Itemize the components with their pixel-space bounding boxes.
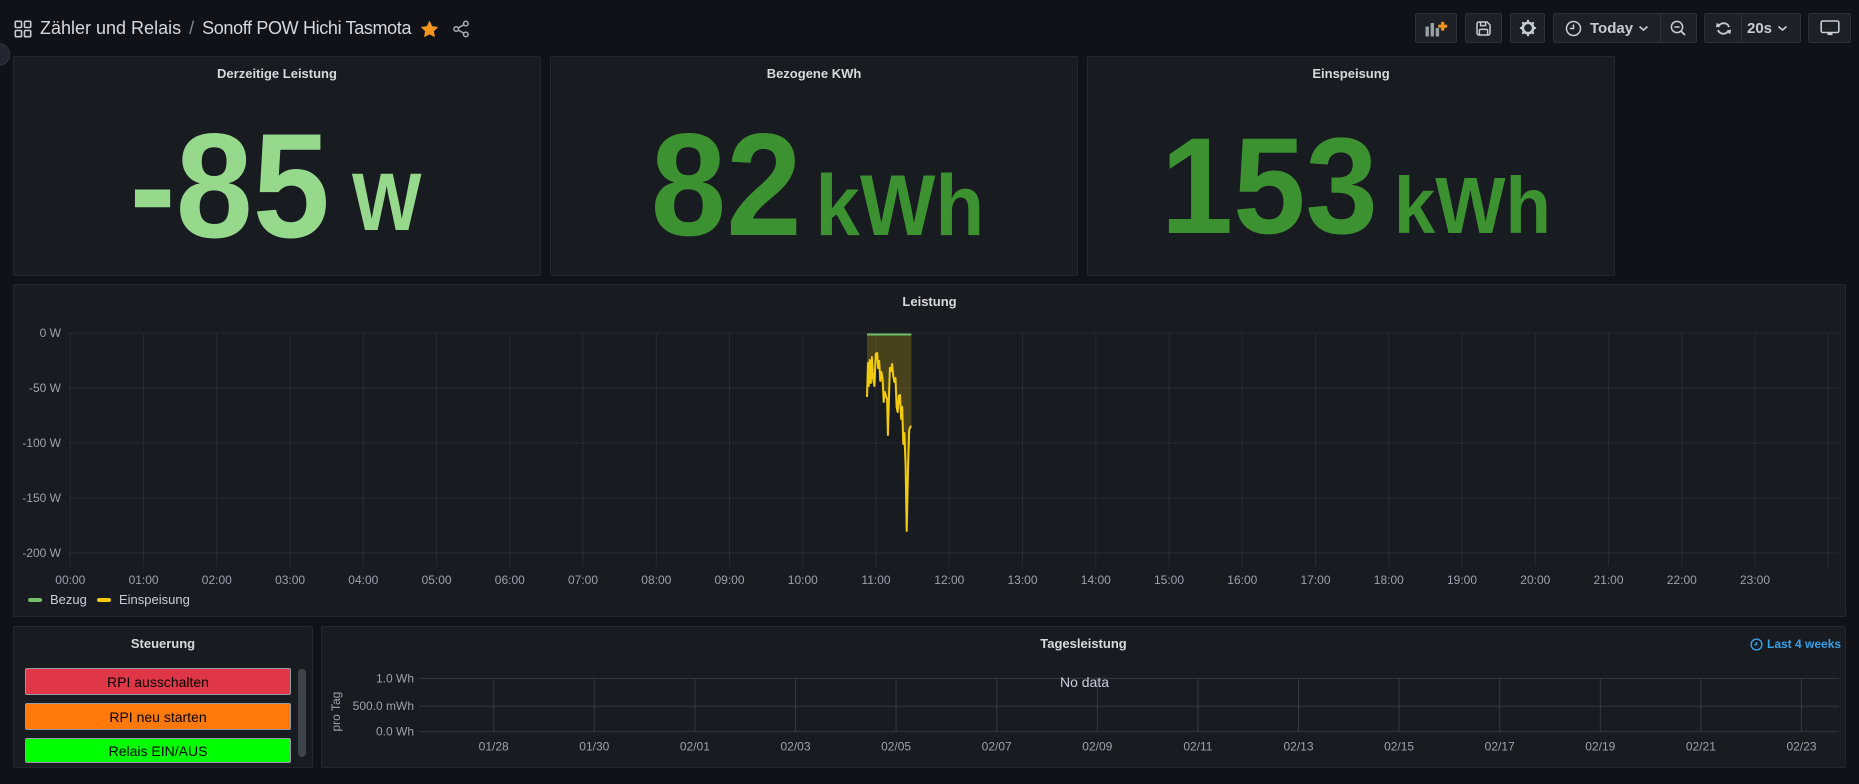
svg-text:0.0 Wh: 0.0 Wh (376, 725, 414, 739)
svg-text:10:00: 10:00 (788, 573, 818, 587)
svg-text:02/11: 02/11 (1183, 740, 1212, 754)
svg-text:-50 W: -50 W (29, 381, 62, 395)
svg-text:03:00: 03:00 (275, 573, 305, 587)
svg-text:02/05: 02/05 (881, 740, 911, 754)
svg-text:23:00: 23:00 (1740, 573, 1770, 587)
svg-text:20:00: 20:00 (1520, 573, 1550, 587)
svg-text:1.0 Wh: 1.0 Wh (376, 671, 414, 685)
svg-text:02/17: 02/17 (1485, 740, 1515, 754)
svg-text:08:00: 08:00 (641, 573, 671, 587)
svg-text:01/30: 01/30 (579, 740, 609, 754)
svg-text:Bezug: Bezug (50, 592, 87, 607)
svg-text:02/09: 02/09 (1082, 740, 1112, 754)
svg-text:500.0 mWh: 500.0 mWh (353, 699, 414, 713)
svg-text:-200 W: -200 W (22, 546, 61, 560)
svg-text:02:00: 02:00 (202, 573, 232, 587)
svg-text:02/19: 02/19 (1585, 740, 1615, 754)
svg-text:-100 W: -100 W (22, 436, 61, 450)
svg-text:02/13: 02/13 (1283, 740, 1313, 754)
svg-text:15:00: 15:00 (1154, 573, 1184, 587)
svg-text:09:00: 09:00 (714, 573, 744, 587)
svg-text:No data: No data (1060, 674, 1109, 690)
svg-text:18:00: 18:00 (1374, 573, 1404, 587)
svg-text:02/03: 02/03 (780, 740, 810, 754)
svg-text:-150 W: -150 W (22, 491, 61, 505)
svg-text:13:00: 13:00 (1007, 573, 1037, 587)
svg-text:16:00: 16:00 (1227, 573, 1257, 587)
svg-text:02/21: 02/21 (1686, 740, 1716, 754)
svg-text:01:00: 01:00 (129, 573, 159, 587)
svg-text:05:00: 05:00 (422, 573, 452, 587)
svg-text:11:00: 11:00 (861, 573, 890, 587)
svg-text:19:00: 19:00 (1447, 573, 1477, 587)
svg-text:02/15: 02/15 (1384, 740, 1414, 754)
svg-text:06:00: 06:00 (495, 573, 525, 587)
svg-text:02/07: 02/07 (982, 740, 1012, 754)
svg-text:22:00: 22:00 (1667, 573, 1697, 587)
svg-text:12:00: 12:00 (934, 573, 964, 587)
svg-text:14:00: 14:00 (1081, 573, 1111, 587)
svg-text:02/23: 02/23 (1786, 740, 1816, 754)
svg-text:01/28: 01/28 (479, 740, 509, 754)
svg-text:pro Tag: pro Tag (329, 692, 343, 732)
svg-text:Einspeisung: Einspeisung (119, 592, 190, 607)
svg-text:00:00: 00:00 (55, 573, 85, 587)
svg-text:02/01: 02/01 (680, 740, 710, 754)
svg-text:17:00: 17:00 (1300, 573, 1330, 587)
svg-text:21:00: 21:00 (1593, 573, 1623, 587)
svg-text:0 W: 0 W (40, 326, 62, 340)
svg-text:04:00: 04:00 (348, 573, 378, 587)
svg-text:07:00: 07:00 (568, 573, 598, 587)
